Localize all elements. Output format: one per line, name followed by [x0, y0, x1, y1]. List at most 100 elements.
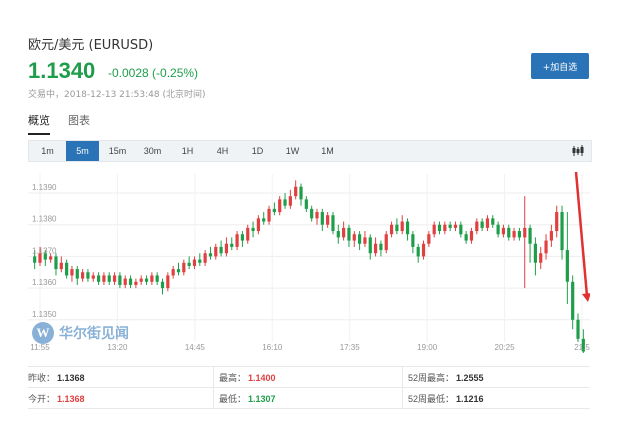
candle-body [368, 237, 372, 254]
stat-low: 最低： 1.1307 [219, 392, 276, 405]
candle-body [107, 275, 111, 282]
candle-body [304, 199, 308, 209]
candle-body [128, 278, 133, 285]
candle-body [389, 224, 394, 235]
view-tabs: 概览 图表 [28, 112, 90, 135]
candle-body [555, 212, 559, 232]
candle-body [432, 224, 436, 235]
candle-body [331, 215, 335, 232]
candle-body [310, 208, 314, 219]
stat-value: 1.1216 [456, 394, 484, 404]
tab-overview[interactable]: 概览 [28, 112, 50, 135]
candle-body [224, 243, 229, 254]
candlestick-chart[interactable]: 1.1390 1.1380 1.1370 1.1360 1.1350 11:55 13:2… [28, 170, 590, 353]
candle-body [166, 275, 170, 289]
stat-value: 1.1368 [57, 373, 85, 383]
candle-body [214, 246, 218, 257]
period-5m[interactable]: 5m [66, 141, 99, 161]
candle-body [517, 231, 522, 238]
candle-body [187, 262, 191, 266]
candle-body [571, 281, 575, 320]
stat-value: 1.1400 [248, 373, 276, 383]
stat-label: 今开： [28, 394, 56, 404]
candle-body [437, 224, 442, 232]
stat-value: 1.1368 [57, 394, 85, 404]
candle-body [315, 212, 319, 219]
arrow-head [582, 293, 590, 302]
y-tick-label: 1.1350 [32, 310, 57, 319]
candle-body [544, 240, 548, 254]
candle-body [235, 234, 239, 247]
candle-body [459, 224, 463, 235]
candle-body [134, 281, 138, 285]
candle-body [379, 243, 383, 251]
candle-body [405, 221, 410, 235]
candle-body [464, 234, 468, 241]
y-tick-label: 1.1380 [32, 215, 57, 224]
candle-body [112, 275, 117, 282]
period-15m[interactable]: 15m [108, 146, 127, 156]
period-1mo[interactable]: 1M [321, 146, 334, 156]
stat-value: 1.2555 [456, 373, 484, 383]
instrument-title: 欧元/美元 (EURUSD) [28, 38, 154, 53]
candle-body [182, 262, 186, 273]
candle-body [416, 246, 420, 257]
candle-body [533, 243, 537, 263]
x-tick-label: 21:5 [574, 343, 590, 352]
candle-body [485, 218, 490, 228]
candle-body [400, 221, 404, 232]
y-tick-label: 1.1390 [32, 183, 57, 192]
candle-body [326, 215, 330, 225]
candle-body [576, 319, 580, 339]
candle-body [299, 186, 303, 200]
candle-body [448, 224, 452, 228]
candle-body [443, 224, 447, 232]
candle-body [384, 234, 388, 251]
candle-body [395, 224, 399, 232]
stat-high: 最高： 1.1400 [219, 371, 276, 384]
candlestick-type-icon[interactable] [571, 144, 585, 158]
candle-body [262, 218, 266, 222]
y-tick-label: 1.1360 [32, 278, 57, 287]
x-tick-label: 13:20 [107, 343, 128, 352]
candle-body [81, 272, 85, 279]
arrow-shaft [574, 171, 589, 297]
candle-body [565, 250, 569, 282]
candle-body [91, 275, 95, 279]
watermark-logo: W 华尔街见闻 [32, 322, 129, 344]
candle-body [54, 256, 58, 270]
candle-body [208, 253, 213, 257]
stat-value: 1.1307 [248, 394, 276, 404]
candle-body [283, 199, 287, 206]
chart-x-axis: 11:55 13:20 14:45 16:10 17:35 19:00 20:25 21:5 [30, 343, 590, 352]
candle-body [192, 259, 197, 266]
y-tick-label: 1.1370 [32, 246, 57, 255]
candle-body [523, 227, 527, 238]
candle-body [86, 272, 90, 279]
candle-body [480, 221, 484, 228]
add-watchlist-button[interactable]: +加自选 [531, 53, 589, 79]
candle-body [102, 275, 106, 282]
period-4h[interactable]: 4H [216, 146, 229, 156]
period-1m[interactable]: 1m [41, 146, 54, 156]
trend-arrow-icon [574, 171, 590, 302]
candle-body [272, 208, 276, 213]
period-1h[interactable]: 1H [181, 146, 194, 156]
tab-chart[interactable]: 图表 [68, 114, 90, 127]
period-1w[interactable]: 1W [285, 146, 300, 156]
x-tick-label: 20:25 [495, 343, 516, 352]
candle-body [203, 253, 207, 263]
candle-body [118, 275, 122, 285]
stat-label: 52周最高： [408, 373, 455, 383]
candle-body [256, 218, 260, 232]
candle-body [427, 234, 431, 244]
candle-body [496, 224, 500, 235]
candle-body [160, 281, 165, 289]
watermark-icon: W [32, 322, 54, 344]
chart-y-axis: 1.1390 1.1380 1.1370 1.1360 1.1350 [32, 183, 57, 319]
candle-body [342, 227, 346, 238]
period-30m[interactable]: 30m [143, 146, 162, 156]
period-1d[interactable]: 1D [251, 146, 264, 156]
x-tick-label: 11:55 [30, 343, 50, 352]
candle-body [469, 231, 474, 241]
